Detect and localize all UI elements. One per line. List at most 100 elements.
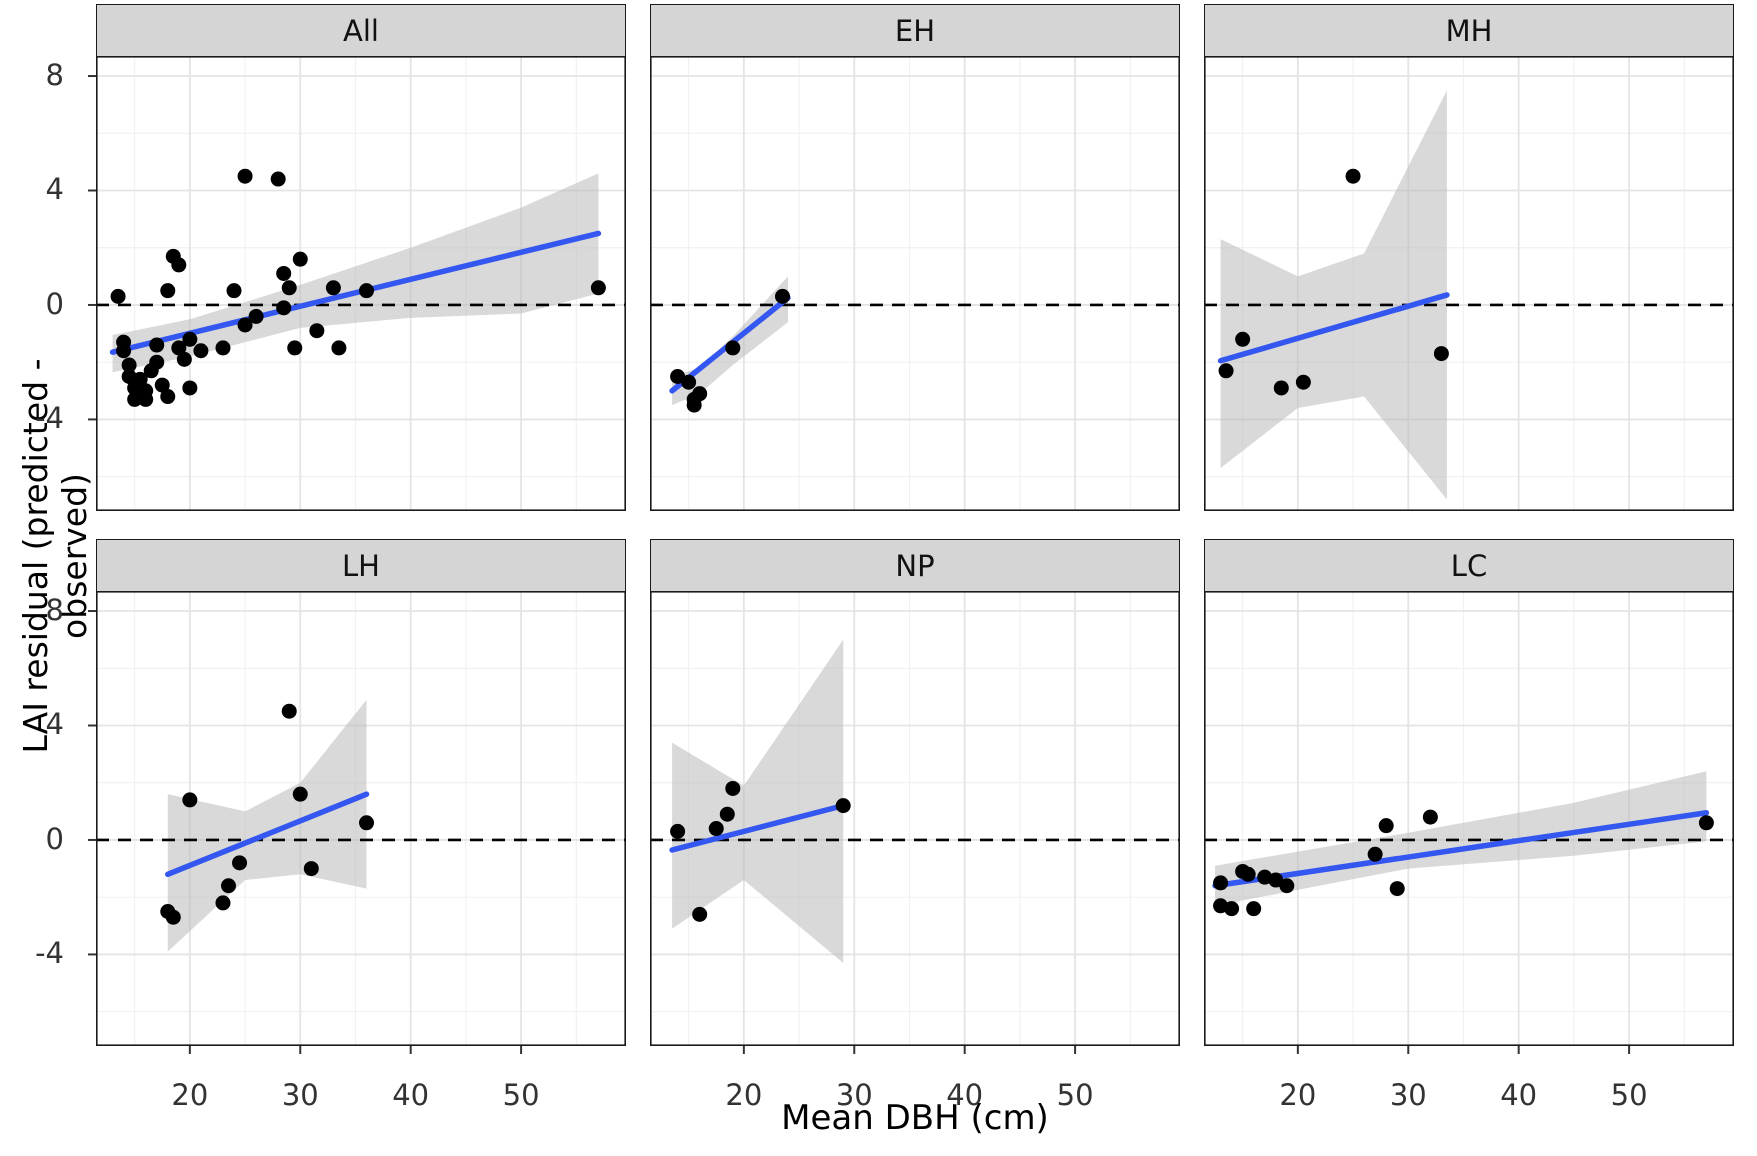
- data-point: [237, 168, 253, 184]
- data-point: [149, 337, 165, 353]
- data-point: [670, 369, 686, 385]
- x-axis-title: Mean DBH (cm): [781, 1098, 1049, 1138]
- confidence-ribbon: [672, 276, 789, 406]
- trend-line: [109, 230, 602, 355]
- data-point: [176, 351, 192, 367]
- x-tick-gutter-col-2: 20 30 40 50: [1204, 1074, 1734, 1116]
- data-point: [281, 280, 297, 296]
- x-tick-label: 50: [1610, 1078, 1648, 1112]
- data-point: [1367, 846, 1383, 862]
- panel-border: [1204, 591, 1735, 1046]
- panel-plot-all: [88, 56, 627, 511]
- facet-strip-np: NP: [650, 539, 1180, 591]
- facet-strip-label: NP: [895, 548, 935, 583]
- data-point: [325, 280, 341, 296]
- data-point: [171, 257, 187, 273]
- data-point: [590, 280, 606, 296]
- data-point: [1235, 331, 1251, 347]
- data-point: [835, 798, 851, 814]
- facet-strip-lc: LC: [1204, 539, 1734, 591]
- data-point: [232, 855, 248, 871]
- panel-plot-eh: [650, 56, 1181, 511]
- x-tick-label: 50: [502, 1078, 540, 1112]
- data-point: [1246, 901, 1262, 917]
- x-tick-label: 50: [1056, 1078, 1094, 1112]
- data-point: [292, 251, 308, 267]
- facet-mh: MH: [1204, 4, 1735, 513]
- data-point: [276, 265, 292, 281]
- data-point: [287, 340, 303, 356]
- facet-strip-label: LC: [1450, 548, 1488, 583]
- data-point: [237, 317, 253, 333]
- data-point: [226, 283, 242, 299]
- data-point: [149, 354, 165, 370]
- data-point: [1345, 168, 1361, 184]
- data-point: [1268, 872, 1284, 888]
- y-tick-gutter-row-1: -4 0 4 8: [0, 539, 72, 1048]
- panel-plot-mh: [1204, 56, 1735, 511]
- data-point: [193, 343, 209, 359]
- x-tick-label: 20: [725, 1078, 763, 1112]
- data-point: [1422, 809, 1438, 825]
- data-point: [1240, 866, 1256, 882]
- data-point: [221, 878, 236, 894]
- data-point: [692, 906, 708, 922]
- confidence-ribbon: [167, 699, 367, 952]
- data-point: [281, 703, 297, 719]
- data-point: [725, 340, 741, 356]
- data-point: [276, 300, 292, 316]
- data-point: [725, 780, 741, 796]
- data-point: [160, 283, 176, 299]
- panel-border: [650, 591, 1181, 1046]
- data-point: [1213, 875, 1229, 891]
- y-tick-gutter-row-0: -4 0 4 8: [0, 4, 72, 513]
- facet-strip-label: MH: [1445, 13, 1493, 48]
- panel-border: [96, 56, 627, 511]
- data-point: [182, 331, 198, 347]
- data-point: [127, 391, 143, 407]
- x-tick-label: 40: [946, 1078, 984, 1112]
- data-point: [309, 323, 325, 339]
- facet-strip-lh: LH: [96, 539, 626, 591]
- panel-border: [650, 56, 1181, 511]
- facet-np: NP: [650, 539, 1181, 1054]
- x-tick-label: 20: [171, 1078, 209, 1112]
- trend-line: [1212, 810, 1710, 889]
- facet-eh: EH: [650, 4, 1181, 513]
- facet-strip-label: All: [343, 13, 379, 48]
- data-point: [303, 861, 319, 877]
- y-tick-label: -4: [35, 936, 64, 971]
- data-point: [1273, 380, 1289, 396]
- x-tick-label: 20: [1279, 1078, 1317, 1112]
- data-point: [1698, 815, 1714, 831]
- data-point: [1279, 878, 1295, 894]
- panel-border: [96, 591, 627, 1046]
- confidence-ribbon: [1215, 771, 1707, 906]
- panel-plot-lc: [1204, 591, 1735, 1054]
- trend-line: [669, 802, 846, 853]
- data-point: [110, 288, 126, 304]
- data-point: [121, 357, 137, 373]
- data-point: [1218, 363, 1234, 379]
- data-point: [165, 909, 181, 925]
- data-point: [775, 288, 790, 304]
- panel-background: [650, 56, 1180, 511]
- data-point: [1433, 346, 1449, 362]
- y-tick-label: 8: [45, 593, 64, 628]
- data-point: [292, 786, 308, 802]
- confidence-ribbon: [1220, 90, 1447, 500]
- facet-strip-mh: MH: [1204, 4, 1734, 56]
- panel-plot-np: [650, 591, 1181, 1054]
- data-point: [270, 171, 286, 187]
- facet-lc: LC: [1204, 539, 1735, 1054]
- facet-grid: -4 0 4 8 All EH MH -4 0 4 8 LH: [0, 4, 1735, 1116]
- data-point: [686, 397, 702, 413]
- data-point: [138, 391, 154, 407]
- data-point: [215, 340, 231, 356]
- data-point: [182, 792, 198, 808]
- data-point: [670, 823, 686, 839]
- y-tick-label: 4: [45, 172, 64, 207]
- data-point: [248, 308, 264, 324]
- data-point: [182, 380, 198, 396]
